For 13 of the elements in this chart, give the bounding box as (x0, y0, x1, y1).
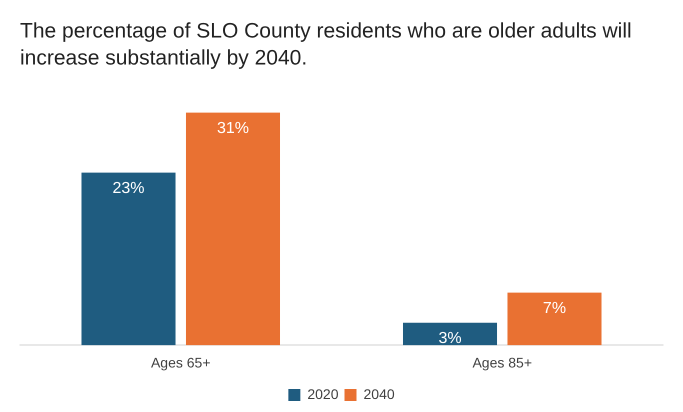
bar (507, 292, 602, 346)
bar (81, 172, 176, 346)
legend-label: 2020 (307, 386, 339, 402)
legend-label: 2040 (364, 386, 395, 402)
data-label: 3% (438, 330, 462, 348)
bar (186, 112, 280, 346)
bar (402, 322, 498, 346)
data-label: 7% (542, 300, 566, 318)
data-label: 31% (216, 120, 250, 138)
x-tick-label: Ages 85+ (472, 354, 532, 370)
chart-title: The percentage of SLO County residents who are older adults will increase substantially by 2040. (20, 19, 632, 70)
data-label: 23% (112, 180, 145, 198)
x-tick-label: Ages 65+ (150, 354, 211, 370)
